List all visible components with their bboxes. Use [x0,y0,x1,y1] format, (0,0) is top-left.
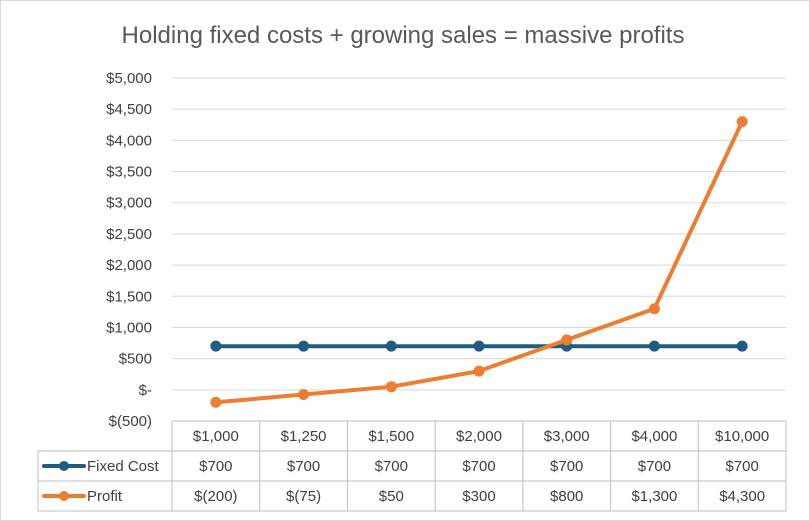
y-tick-label: $500 [119,351,152,368]
table-cell-value: $300 [462,488,495,505]
y-tick-label: $5,000 [106,70,152,87]
data-point [385,381,397,393]
chart-title: Holding fixed costs + growing sales = ma… [122,22,685,49]
table-cell-value: $1,300 [631,488,677,505]
data-point [736,116,748,128]
data-point [298,388,310,400]
category-label: $1,000 [193,428,239,445]
table-cell-value: $(200) [194,488,237,505]
data-point [298,340,310,352]
table-cell-value: $700 [725,458,758,475]
y-tick-label: $3,500 [106,164,152,181]
legend-label: Fixed Cost [87,458,160,475]
table-cell-value: $700 [199,458,232,475]
category-label: $1,500 [368,428,414,445]
data-point [210,396,222,408]
y-tick-label: $2,500 [106,226,152,243]
table-cell-value: $700 [462,458,495,475]
table-cell-value: $700 [287,458,320,475]
table-cell-value: $800 [550,488,583,505]
legend-marker [59,461,69,471]
table-cell-value: $4,300 [719,488,765,505]
table-cell-value: $700 [638,458,671,475]
data-point [648,303,660,315]
gridlines [172,77,786,391]
y-tick-label: $4,000 [106,132,152,149]
data-point [210,340,222,352]
y-tick-label: $1,000 [106,319,152,336]
category-label: $4,000 [631,428,677,445]
data-point [736,340,748,352]
data-point [648,340,660,352]
y-tick-label: $- [139,382,152,399]
data-table: $1,000 $1,250 $1,500 $2,000 $3,000 $4,000 $10,… [37,420,787,512]
y-tick-label: $3,000 [106,195,152,212]
data-point [473,340,485,352]
data-point [561,334,573,346]
y-tick-label: $4,500 [106,101,152,118]
category-label: $10,000 [715,428,769,445]
table-cell-value: $(75) [286,488,321,505]
legend-marker [59,491,69,501]
category-label: $1,250 [281,428,327,445]
table-cell-value: $50 [379,488,404,505]
y-tick-label: $2,000 [106,257,152,274]
category-label: $3,000 [544,428,590,445]
category-label: $2,000 [456,428,502,445]
y-tick-label: $(500) [109,413,152,430]
data-point [473,365,485,377]
table-cell-value: $700 [375,458,408,475]
y-axis-tick-labels: $(500) $- $500 $1,000 $1,500 $2,000 $2,500 $3,0… [106,70,152,430]
series-line [213,119,745,405]
legend-label: Profit [87,488,123,505]
data-point [385,340,397,352]
y-tick-label: $1,500 [106,288,152,305]
table-cell-value: $700 [550,458,583,475]
series-lines [210,116,748,408]
